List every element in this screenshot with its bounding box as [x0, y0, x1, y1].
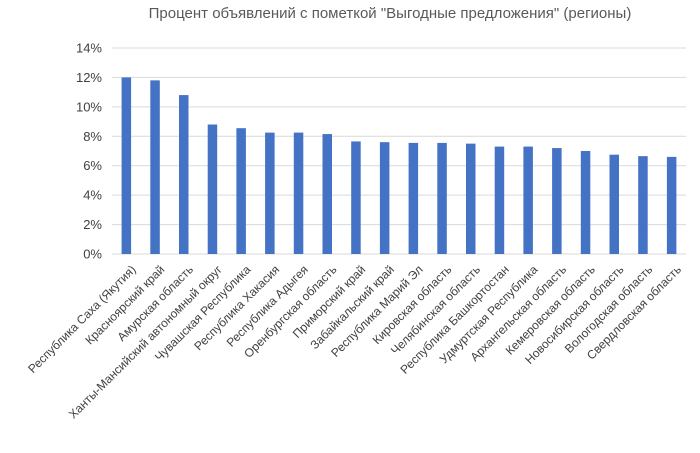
y-tick-label: 14%	[76, 41, 102, 56]
y-tick-label: 8%	[83, 129, 102, 144]
bar	[580, 151, 591, 254]
bar	[379, 142, 390, 254]
bar	[322, 134, 332, 254]
bar	[351, 141, 361, 254]
y-tick-label: 4%	[83, 188, 102, 203]
bar	[523, 146, 533, 254]
bar	[293, 132, 304, 254]
gridlines	[112, 47, 686, 255]
y-axis-ticks: 0% 2% 4% 6% 8% 10% 12% 14%	[76, 41, 102, 262]
y-tick-label: 2%	[83, 217, 102, 232]
y-tick-label: 6%	[83, 158, 102, 173]
chart-title: Процент объявлений с пометкой "Выгодные …	[149, 5, 632, 22]
bar	[494, 146, 505, 254]
bar	[638, 156, 648, 254]
bar	[207, 124, 218, 254]
bar	[437, 142, 447, 254]
y-tick-label: 10%	[76, 99, 102, 114]
y-tick-label: 0%	[83, 247, 102, 262]
bar	[150, 80, 160, 254]
bar	[265, 132, 275, 254]
bar	[121, 77, 132, 254]
bar	[552, 148, 562, 254]
bar	[609, 154, 619, 254]
bar	[236, 128, 246, 254]
bar	[466, 143, 476, 254]
bar	[666, 156, 677, 254]
x-axis-ticks: Республика Саха (Якутия)Красноярский кра…	[25, 262, 684, 421]
bars	[121, 77, 677, 254]
bar	[179, 95, 189, 254]
y-tick-label: 12%	[76, 70, 102, 85]
bar	[408, 142, 419, 254]
